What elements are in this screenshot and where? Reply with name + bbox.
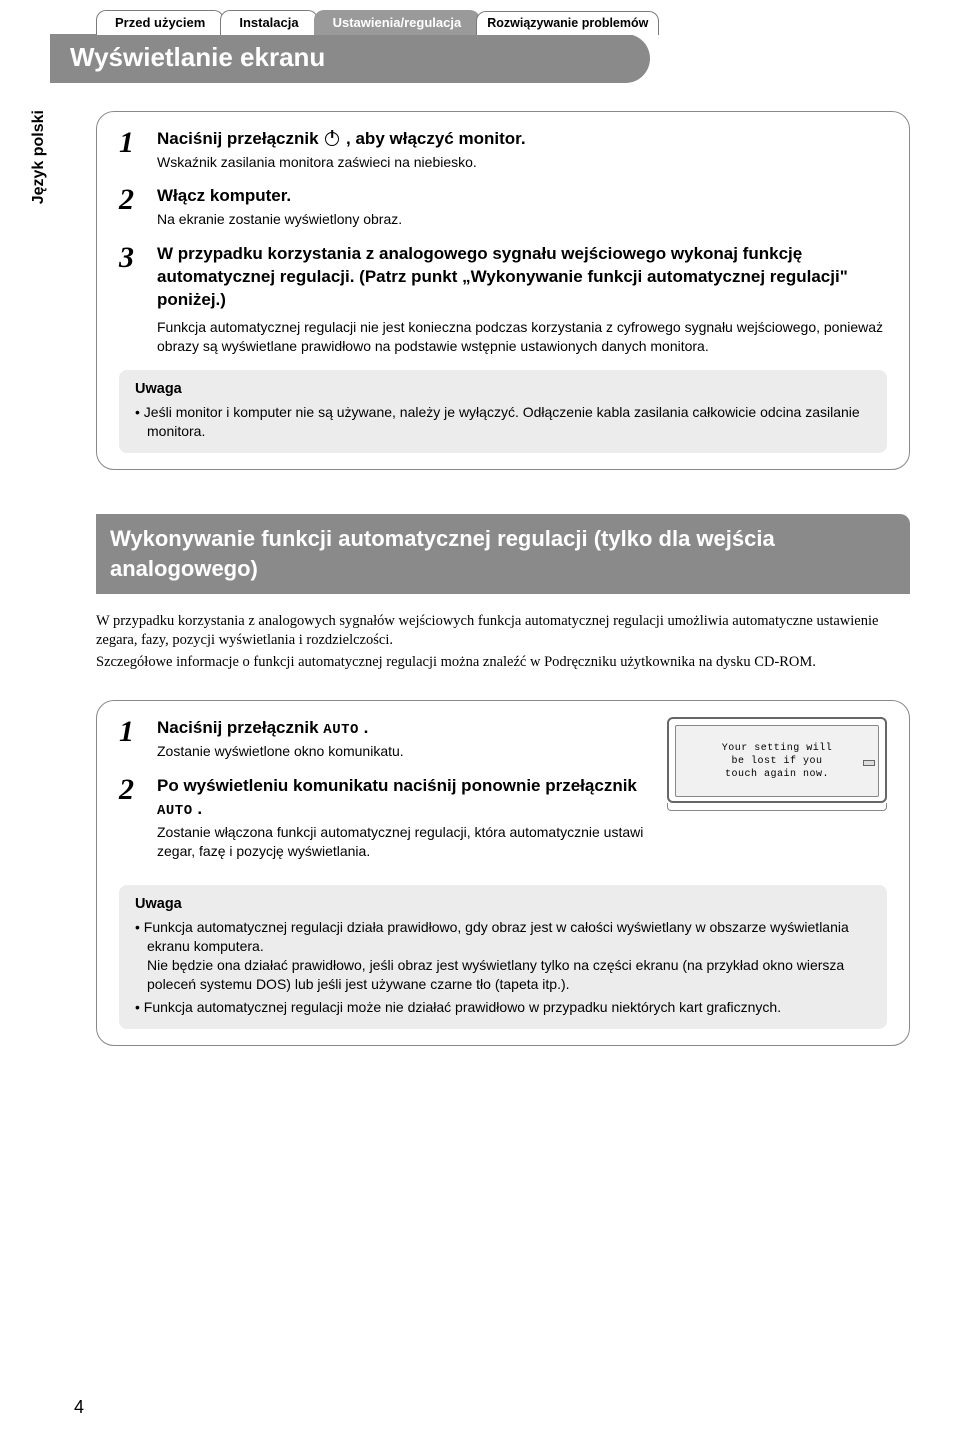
note-title: Uwaga [135,380,871,400]
step-3-sub: Funkcja automatycznej regulacji nie jest… [157,318,887,356]
page-number: 4 [74,1395,84,1419]
section-screen-display: 1 Naciśnij przełącznik , aby włączyć mon… [96,111,910,471]
step-number: 3 [119,243,143,356]
nav-tabs: Przed użyciem Instalacja Ustawienia/regu… [96,10,910,35]
power-icon [325,132,339,146]
step2-2-title-a: Po wyświetleniu komunikatu naciśnij pono… [157,776,637,795]
step2-2-title-b: . [193,799,202,818]
monitor-button-icon [863,760,875,766]
section-auto-adjust: 1 Naciśnij przełącznik AUTO . Zostanie w… [96,700,910,1046]
note-item: Jeśli monitor i komputer nie są używane,… [135,403,871,441]
tab-before-use[interactable]: Przed użyciem [96,10,224,35]
tab-installation[interactable]: Instalacja [220,10,317,35]
step2-2: 2 Po wyświetleniu komunikatu naciśnij po… [119,775,651,861]
step-1-title: Naciśnij przełącznik , aby włączyć monit… [157,128,887,151]
step-1-title-a: Naciśnij przełącznik [157,129,323,148]
step-1: 1 Naciśnij przełącznik , aby włączyć mon… [119,128,887,172]
step-number: 2 [119,185,143,229]
step-2-title: Włącz komputer. [157,185,887,208]
step-2: 2 Włącz komputer. Na ekranie zostanie wy… [119,185,887,229]
auto-label: AUTO [157,803,193,819]
note-title: Uwaga [135,895,871,915]
step-number: 2 [119,775,143,861]
step2-1-sub: Zostanie wyświetlone okno komunikatu. [157,742,651,761]
step2-1-title-b: . [359,718,368,737]
page-title: Wyświetlanie ekranu [50,34,650,83]
step2-1-title: Naciśnij przełącznik AUTO . [157,717,651,740]
step-1-sub: Wskaźnik zasilania monitora zaświeci na … [157,153,887,172]
note-item-2: Funkcja automatycznej regulacji może nie… [135,998,871,1017]
section2-intro2: Szczegółowe informacje o funkcji automat… [96,653,910,673]
auto-label: AUTO [323,722,359,738]
note-item-1: Funkcja automatycznej regulacji działa p… [135,918,871,956]
step2-1: 1 Naciśnij przełącznik AUTO . Zostanie w… [119,717,651,761]
step2-1-title-a: Naciśnij przełącznik [157,718,323,737]
step-3: 3 W przypadku korzystania z analogowego … [119,243,887,356]
step-1-title-b: , aby włączyć monitor. [346,129,526,148]
note-box-1: Uwaga Jeśli monitor i komputer nie są uż… [119,370,887,453]
language-label: Język polski [28,110,50,204]
note-item-1-sub: Nie będzie ona działać prawidłowo, jeśli… [135,956,871,994]
step-3-title: W przypadku korzystania z analogowego sy… [157,243,887,312]
tab-troubleshooting[interactable]: Rozwiązywanie problemów [476,11,659,35]
note-box-2: Uwaga Funkcja automatycznej regulacji dz… [119,885,887,1029]
step2-2-sub: Zostanie włączona funkcji automatycznej … [157,823,651,861]
step-number: 1 [119,717,143,761]
monitor-illustration: Your setting willbe lost if youtouch aga… [667,717,887,874]
tab-settings[interactable]: Ustawienia/regulacja [314,10,481,35]
monitor-message: Your setting willbe lost if youtouch aga… [675,725,879,797]
step-2-sub: Na ekranie zostanie wyświetlony obraz. [157,210,887,229]
section2-intro1: W przypadku korzystania z analogowych sy… [96,612,910,651]
step-number: 1 [119,128,143,172]
section-auto-adjust-title: Wykonywanie funkcji automatycznej regula… [96,514,910,593]
step2-2-title: Po wyświetleniu komunikatu naciśnij pono… [157,775,651,821]
